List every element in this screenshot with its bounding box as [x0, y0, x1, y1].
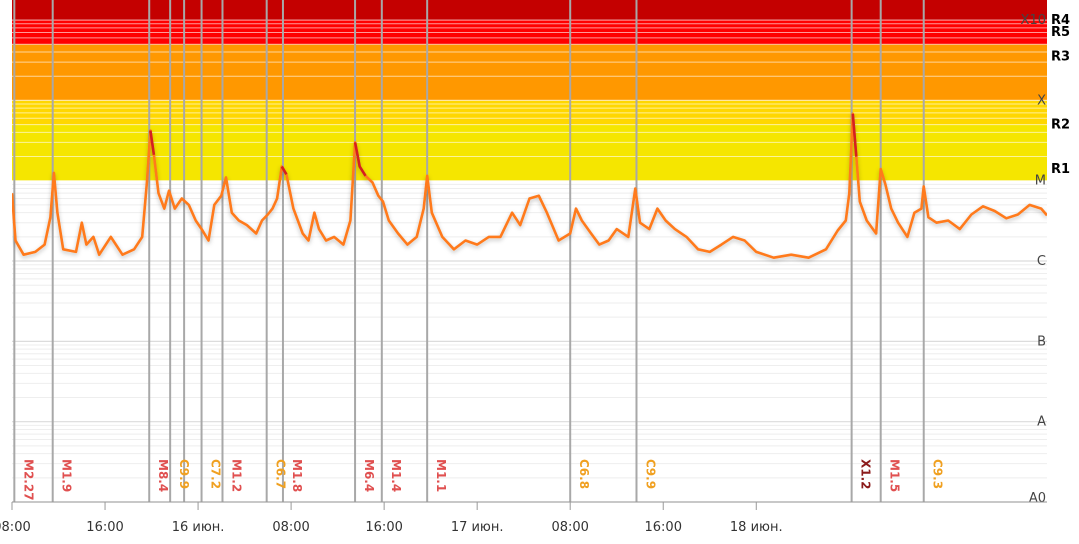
class-label-x10: X10 — [1021, 13, 1046, 28]
x-tick-label: 08:00 — [551, 520, 588, 535]
class-label-a0: A0 — [1029, 491, 1046, 506]
flare-label: M1.2 — [230, 459, 244, 492]
class-label-c: C — [1037, 254, 1046, 269]
radio-label-r5: R5 — [1051, 25, 1070, 40]
flux-band-top — [12, 0, 1047, 5]
flare-label: C9.3 — [931, 459, 945, 489]
flare-label: C9.9 — [644, 459, 658, 489]
x-tick-label: 16:00 — [365, 520, 402, 535]
flare-label: M1.5 — [888, 459, 902, 492]
flux-band — [12, 4, 1047, 21]
flare-label: C9.9 — [177, 459, 191, 489]
x-tick-label: 18 июн. — [730, 520, 783, 535]
flare-markers — [13, 0, 925, 502]
x-axis: 08:00 16:00 16 июн. 08:00 16:00 17 июн. 08:00 1… — [0, 501, 1047, 535]
flux-line-flare-segment — [149, 130, 156, 155]
x-tick-label: 16:00 — [86, 520, 123, 535]
flare-label: C7.2 — [209, 459, 223, 489]
flare-label: M6.4 — [362, 459, 376, 492]
flare-label: M2.27 — [21, 459, 35, 501]
radio-label-r3: R3 — [1051, 50, 1070, 65]
x-tick-label: 16 июн. — [172, 520, 225, 535]
flare-labels: M2.27 M1.9 M8.4 C9.9 C7.2 M1.2 C6.7 M1.8 M6.4 M1.… — [21, 459, 944, 501]
x-tick-label: 08:00 — [0, 520, 31, 535]
class-label-b: B — [1037, 334, 1046, 349]
radio-label-r2: R2 — [1051, 118, 1070, 133]
x-tick-label: 16:00 — [645, 520, 682, 535]
class-label-a: A — [1037, 415, 1046, 430]
radio-label-r4: R4 — [1051, 13, 1070, 28]
x-tick-label: 17 июн. — [451, 520, 504, 535]
radio-label-r1: R1 — [1051, 162, 1070, 177]
flux-line-flare-segment — [280, 165, 288, 175]
flare-label: C6.8 — [577, 459, 591, 489]
xray-flux-series — [12, 112, 1047, 259]
class-label-x: X — [1037, 93, 1046, 108]
flare-label: M1.9 — [60, 459, 74, 492]
flare-label: M1.1 — [434, 459, 448, 492]
flux-line-flare-segment — [851, 113, 858, 157]
flux-band — [12, 44, 1047, 101]
flux-band — [12, 124, 1047, 181]
flare-label: C6.7 — [274, 459, 288, 489]
flare-label: X1.2 — [859, 459, 873, 490]
flux-line-flare-segment — [353, 142, 367, 177]
class-label-m: M — [1035, 174, 1046, 189]
flare-label: M1.4 — [389, 459, 403, 492]
flare-label: M1.8 — [290, 459, 304, 492]
flare-label: M8.4 — [156, 459, 170, 492]
x-tick-label: 08:00 — [272, 520, 309, 535]
flux-line — [12, 112, 1047, 259]
flux-bands — [12, 0, 1047, 181]
